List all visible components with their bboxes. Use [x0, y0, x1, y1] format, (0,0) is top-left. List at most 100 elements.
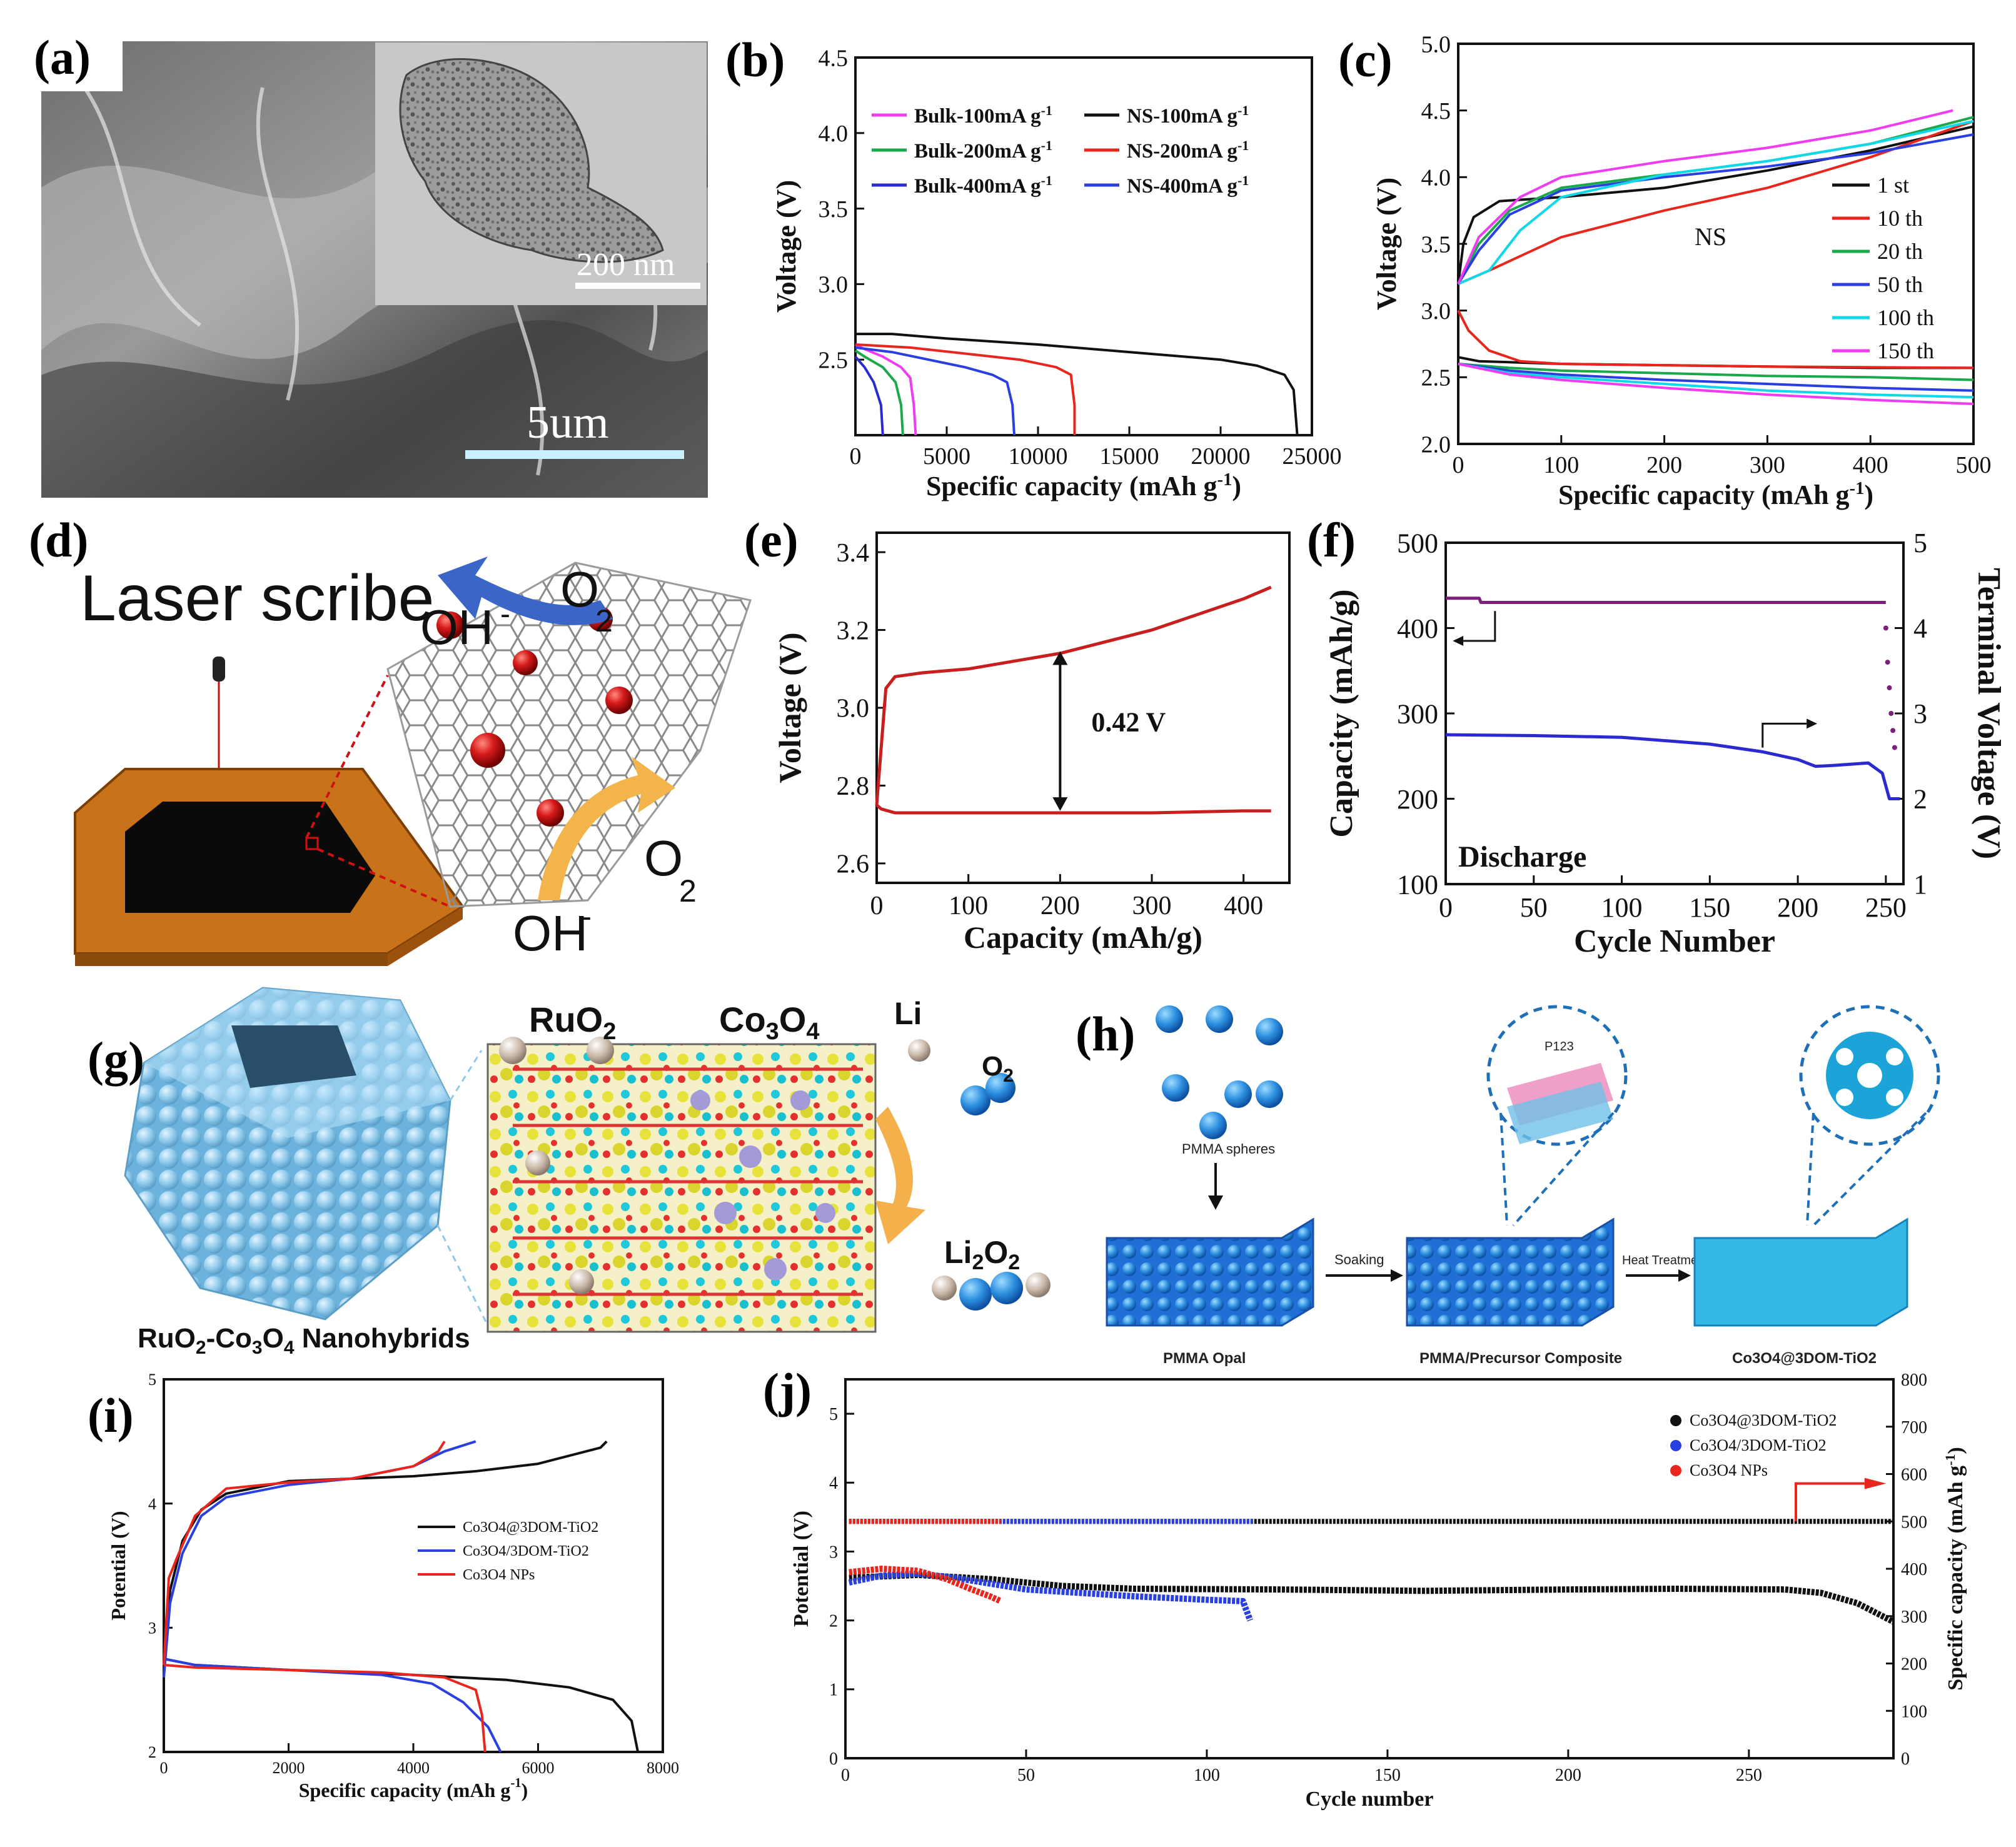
x-tick-label: 100 — [1194, 1766, 1220, 1785]
y-tick-label: 2.5 — [819, 348, 849, 374]
legend-label: Bulk-100mA g-1 — [914, 103, 1052, 128]
discharge-curve-Co3O4 NPs — [163, 1663, 486, 1753]
y-right-tick-label: 600 — [1901, 1466, 1927, 1485]
x-tick-label: 250 — [1865, 892, 1907, 923]
discharge-curve-10 th — [1457, 310, 1974, 370]
y-tick-label: 3.0 — [819, 272, 849, 298]
y-right-tick-label: 3 — [1913, 698, 1927, 729]
label-oh-top: OH — [420, 600, 493, 655]
laser-scribe-title: Laser scribe — [80, 562, 434, 635]
series-line-charge — [875, 585, 1272, 805]
y-axis-label: Capacity (mAh/g) — [1324, 589, 1359, 837]
x-tick-label: 0 — [841, 1766, 850, 1785]
legend-label: Co3O4@3DOM-TiO2 — [463, 1519, 598, 1536]
x-tick-label: 4000 — [397, 1759, 430, 1777]
x-tick-label: 10000 — [1009, 443, 1068, 470]
x-tick-label: 300 — [1132, 892, 1172, 920]
tail-point — [1883, 625, 1888, 631]
x-axis-label: Capacity (mAh/g) — [964, 920, 1202, 955]
series-line-NS-200mA — [855, 343, 1076, 435]
laser-tip — [213, 657, 225, 682]
y-right-tick-label: 2 — [1913, 784, 1927, 815]
legend-label: Bulk-200mA g-1 — [914, 138, 1052, 163]
y-tick-label: 3.0 — [837, 695, 870, 723]
final-3dom-block — [1693, 1217, 1908, 1327]
x-tick-label: 250 — [1736, 1766, 1762, 1785]
legend-label: Co3O4 NPs — [463, 1567, 535, 1583]
oh-arrow-blue — [438, 556, 613, 625]
y-tick-label: 2.0 — [1421, 431, 1451, 458]
legend-label: 1 st — [1877, 173, 1909, 198]
inset-scale-bar — [575, 283, 700, 289]
x-tick-label: 8000 — [647, 1759, 679, 1777]
y-tick-label: 3 — [148, 1619, 156, 1637]
charge-curve-Co3O4 NPs — [163, 1441, 446, 1666]
graphene-sheet — [386, 561, 752, 908]
panel-label-d: (d) — [29, 513, 88, 567]
terminal-voltage-series — [1445, 733, 1900, 800]
plot-frame — [875, 531, 1291, 884]
y-tick-label: 5 — [148, 1371, 156, 1389]
plot-frame — [1444, 541, 1905, 885]
y-tick-label: 3.5 — [819, 196, 849, 223]
final-3dom-label: Co3O4@3DOM-TiO2 — [1732, 1350, 1877, 1367]
series-line-Bulk-100mA — [855, 343, 917, 436]
y-tick-label: 2 — [148, 1743, 156, 1761]
svg-text:-: - — [582, 900, 592, 934]
heat-treatment-label: Heat Treatment — [1622, 1254, 1708, 1267]
charge-curve-150 th — [1457, 109, 1953, 284]
legend-label: Bulk-400mA g-1 — [914, 173, 1052, 198]
panel-f: (f) 0 50 100 150 200 250 100 200 300 400 500 Cycle … — [1307, 513, 2007, 959]
x-tick-label: 100 — [949, 892, 988, 920]
annotation-ns: NS — [1695, 223, 1726, 251]
y-tick-label: 4.0 — [819, 121, 849, 147]
y-right-tick-label: 700 — [1901, 1418, 1927, 1437]
discharge-curve-20 th — [1458, 363, 1974, 381]
y-tick-label: 3.4 — [837, 539, 870, 568]
y-tick-label: 500 — [1397, 528, 1438, 558]
potential-series-Co3O4 NPs — [849, 1566, 1002, 1604]
y-right-tick-label: 200 — [1901, 1655, 1927, 1674]
x-tick-label: 200 — [1041, 892, 1080, 920]
x-tick-label: 0 — [1453, 452, 1464, 478]
y-tick-label: 400 — [1397, 613, 1438, 644]
reaction-arrow — [875, 1107, 925, 1244]
discharge-curve-50 th — [1458, 363, 1974, 392]
x-tick-label: 100 — [1601, 892, 1643, 923]
panel-j: (j) 0 50 100 150 200 250 0 1 2 3 4 5 Cycle number Pot… — [763, 1363, 1967, 1811]
x-tick-label: 200 — [1555, 1766, 1581, 1785]
right-axis-arrow-head — [1807, 718, 1818, 729]
legend-label: NS-100mA g-1 — [1127, 103, 1249, 128]
left-axis-arrow-head — [1453, 635, 1464, 646]
series-line-Bulk-400mA — [854, 356, 884, 436]
x-tick-label: 400 — [1853, 452, 1888, 478]
svg-text:-: - — [500, 598, 510, 631]
right-axis-arrow — [1794, 1482, 1865, 1522]
x-tick-label: 150 — [1374, 1766, 1401, 1785]
y-right-tick-label: 400 — [1901, 1560, 1927, 1579]
tail-point — [1890, 728, 1896, 733]
tail-point — [1892, 745, 1897, 750]
y-right-tick-label: 4 — [1913, 613, 1927, 644]
label-o2-top: O — [560, 561, 599, 617]
chart-c: 0 100 200 300 400 500 2.0 2.5 3.0 3.5 4.0 4.5 5.0 Spe… — [1371, 31, 1992, 510]
y-tick-label: 1 — [829, 1681, 838, 1700]
panel-h: (h) PMMA spheres PMMA Opal Soaking PMMA/… — [1076, 1005, 1940, 1367]
right-axis-arrow — [1761, 722, 1807, 748]
legend-label: Co3O4/3DOM-TiO2 — [463, 1543, 589, 1559]
legend-label: 20 th — [1877, 239, 1923, 264]
legend-label: 150 th — [1877, 338, 1934, 363]
x-tick-label: 200 — [1777, 892, 1818, 923]
li2o2-label: Li2O2 — [944, 1235, 1020, 1274]
pmma-spheres-label: PMMA spheres — [1182, 1141, 1275, 1157]
panel-label-h: (h) — [1076, 1007, 1135, 1061]
y-tick-label: 2.5 — [1421, 365, 1451, 391]
discharge-curve-Co3O4/3DOM-TiO2 — [163, 1658, 502, 1753]
y-axis-label: Potential (V) — [790, 1511, 813, 1627]
y-right-tick-label: 500 — [1901, 1512, 1927, 1532]
y-axis-label: Potential (V) — [107, 1511, 129, 1620]
x-tick-label: 50 — [1520, 892, 1548, 923]
o2-arrow-orange — [538, 757, 675, 900]
panel-label-e: (e) — [744, 513, 799, 567]
panel-e: (e) 0 100 200 300 400 2.6 2.8 3.0 3.2 3.4 Capacity… — [744, 513, 1291, 955]
